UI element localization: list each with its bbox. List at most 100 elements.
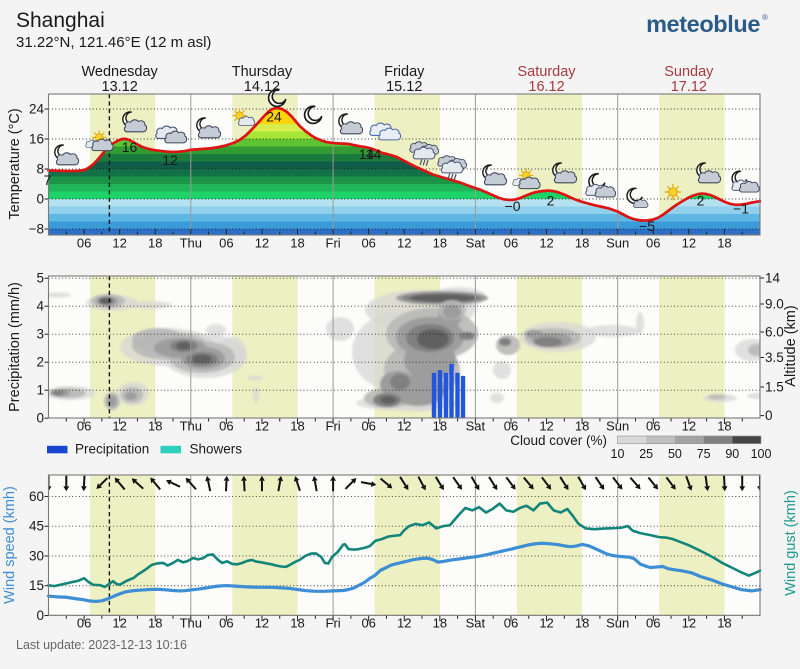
svg-text:9.0: 9.0 — [765, 297, 784, 312]
svg-text:18: 18 — [575, 616, 589, 631]
svg-text:Temperature (°C): Temperature (°C) — [7, 108, 23, 219]
svg-text:Sat: Sat — [466, 236, 486, 251]
svg-text:12: 12 — [112, 236, 126, 251]
svg-text:Wednesday: Wednesday — [81, 64, 158, 80]
svg-text:15.12: 15.12 — [386, 79, 422, 95]
svg-text:06: 06 — [504, 616, 518, 631]
svg-text:24: 24 — [266, 109, 282, 125]
svg-text:18: 18 — [290, 236, 304, 251]
svg-text:30: 30 — [29, 548, 44, 563]
svg-text:Thu: Thu — [180, 236, 202, 251]
svg-text:®: ® — [762, 13, 768, 22]
svg-text:12: 12 — [255, 236, 269, 251]
svg-text:12: 12 — [539, 236, 553, 251]
svg-text:18: 18 — [290, 616, 304, 631]
svg-text:06: 06 — [219, 419, 233, 434]
svg-text:12: 12 — [397, 419, 411, 434]
svg-text:0: 0 — [765, 408, 773, 423]
svg-text:Thursday: Thursday — [232, 64, 293, 80]
svg-text:16: 16 — [29, 132, 44, 147]
svg-text:0: 0 — [36, 192, 44, 207]
svg-text:Friday: Friday — [384, 64, 425, 80]
svg-text:Fri: Fri — [326, 616, 341, 631]
svg-text:−5: −5 — [639, 218, 655, 234]
svg-text:Sunday: Sunday — [664, 64, 714, 80]
svg-text:31.22°N, 121.46°E (12 m asl): 31.22°N, 121.46°E (12 m asl) — [16, 34, 211, 51]
svg-text:6.0: 6.0 — [765, 325, 784, 340]
svg-text:12: 12 — [682, 616, 696, 631]
svg-text:12: 12 — [255, 616, 269, 631]
svg-text:17.12: 17.12 — [671, 79, 707, 95]
svg-text:Thu: Thu — [180, 616, 202, 631]
svg-text:Sun: Sun — [606, 236, 629, 251]
svg-text:18: 18 — [433, 236, 447, 251]
svg-text:16: 16 — [122, 139, 138, 155]
svg-text:06: 06 — [361, 419, 375, 434]
svg-text:14: 14 — [359, 146, 375, 162]
svg-text:13.12: 13.12 — [102, 79, 138, 95]
svg-text:12: 12 — [397, 616, 411, 631]
svg-text:24: 24 — [29, 102, 45, 117]
svg-text:2: 2 — [547, 193, 555, 209]
svg-text:18: 18 — [148, 419, 162, 434]
svg-text:Sun: Sun — [606, 419, 629, 434]
svg-text:06: 06 — [219, 616, 233, 631]
svg-text:18: 18 — [433, 419, 447, 434]
svg-text:7: 7 — [44, 172, 52, 188]
svg-text:12: 12 — [162, 152, 178, 168]
svg-text:12: 12 — [539, 616, 553, 631]
svg-text:18: 18 — [148, 616, 162, 631]
svg-text:2: 2 — [697, 193, 705, 209]
svg-text:Wind gust (kmh): Wind gust (kmh) — [783, 490, 799, 596]
svg-text:Precipitation (mm/h): Precipitation (mm/h) — [7, 282, 23, 412]
svg-text:12: 12 — [682, 419, 696, 434]
svg-text:16.12: 16.12 — [528, 79, 564, 95]
svg-text:60: 60 — [29, 489, 44, 504]
svg-text:−0: −0 — [505, 198, 521, 214]
svg-text:3: 3 — [36, 327, 44, 342]
svg-text:100: 100 — [751, 447, 772, 461]
svg-text:06: 06 — [361, 236, 375, 251]
svg-text:12: 12 — [112, 616, 126, 631]
svg-text:06: 06 — [77, 419, 91, 434]
svg-text:06: 06 — [504, 419, 518, 434]
svg-text:10: 10 — [611, 447, 625, 461]
svg-text:06: 06 — [77, 236, 91, 251]
svg-text:2: 2 — [36, 355, 44, 370]
svg-text:06: 06 — [219, 236, 233, 251]
svg-text:−8: −8 — [29, 222, 44, 237]
svg-text:75: 75 — [697, 447, 711, 461]
svg-text:1: 1 — [36, 383, 44, 398]
svg-text:1.5: 1.5 — [765, 380, 784, 395]
svg-text:Sun: Sun — [606, 616, 629, 631]
svg-text:06: 06 — [646, 616, 660, 631]
svg-text:18: 18 — [575, 236, 589, 251]
svg-text:15: 15 — [29, 578, 44, 593]
svg-text:18: 18 — [717, 419, 731, 434]
svg-text:18: 18 — [290, 419, 304, 434]
svg-text:12: 12 — [682, 236, 696, 251]
svg-text:12: 12 — [255, 419, 269, 434]
svg-text:50: 50 — [668, 447, 682, 461]
svg-text:45: 45 — [29, 519, 44, 534]
svg-text:18: 18 — [148, 236, 162, 251]
svg-text:18: 18 — [433, 616, 447, 631]
svg-text:06: 06 — [646, 236, 660, 251]
svg-text:5: 5 — [36, 271, 44, 286]
svg-text:Saturday: Saturday — [518, 64, 577, 80]
svg-text:3.5: 3.5 — [765, 350, 784, 365]
svg-text:18: 18 — [575, 419, 589, 434]
svg-text:4: 4 — [36, 299, 44, 314]
svg-text:06: 06 — [361, 616, 375, 631]
svg-text:Last update: 2023-12-13 10:16: Last update: 2023-12-13 10:16 — [16, 638, 187, 652]
svg-text:0: 0 — [36, 411, 44, 426]
svg-text:meteoblue: meteoblue — [646, 11, 760, 37]
svg-text:Altitude (km): Altitude (km) — [783, 305, 799, 386]
svg-text:12: 12 — [112, 419, 126, 434]
svg-text:Thu: Thu — [180, 419, 202, 434]
svg-text:06: 06 — [646, 419, 660, 434]
svg-text:18: 18 — [717, 616, 731, 631]
svg-text:0: 0 — [36, 608, 44, 623]
svg-text:−1: −1 — [733, 201, 749, 217]
svg-text:Cloud cover (%): Cloud cover (%) — [510, 433, 607, 448]
